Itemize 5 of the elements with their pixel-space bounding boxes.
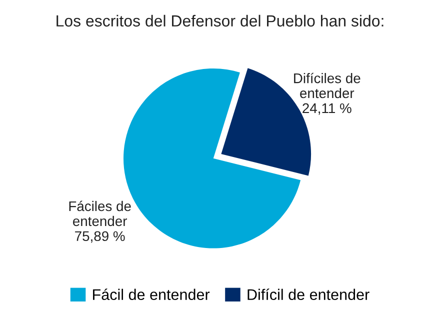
legend-label: Fácil de entender — [93, 288, 210, 300]
data-label: Fáciles de entender 75,89 % — [69, 200, 131, 243]
data-label: Difíciles de entender 24,11 % — [294, 72, 360, 115]
legend-label: Difícil de entender — [248, 288, 370, 300]
chart-title: Los escritos del Defensor del Pueblo han sido: — [56, 14, 384, 27]
